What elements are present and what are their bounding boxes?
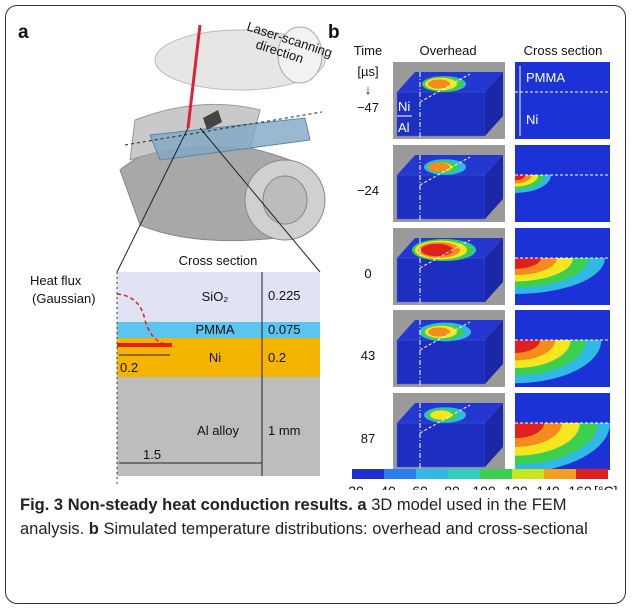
- block-side: [485, 72, 503, 136]
- overhead-map: [393, 310, 505, 387]
- hot-spot: [428, 79, 450, 89]
- hot-spot: [421, 243, 453, 257]
- column-header: Overhead: [419, 43, 476, 58]
- colorbar-tick: 140: [536, 483, 560, 490]
- thickness: 0.2: [268, 350, 286, 365]
- heat-flux-label: Heat flux: [30, 273, 82, 288]
- dash: [419, 404, 471, 434]
- frame: [5, 5, 626, 604]
- time-header: Time: [354, 43, 382, 58]
- thickness: 0.075: [268, 322, 301, 337]
- cross-section-map: [515, 145, 610, 222]
- cross-section-map: [515, 310, 610, 387]
- heat-flux-label: (Gaussian): [32, 291, 96, 306]
- layer-name: SiO₂: [202, 289, 229, 304]
- background: [515, 62, 610, 139]
- block-side: [485, 238, 503, 302]
- block-side: [485, 403, 503, 467]
- overhead-map: [393, 62, 505, 139]
- block-front: [396, 174, 486, 220]
- colorbar-tick: 60: [412, 483, 428, 490]
- block-front: [396, 91, 486, 137]
- isotherm: [515, 258, 541, 269]
- figure-label: Fig. 3: [20, 496, 64, 514]
- time-header: ↓: [365, 82, 372, 97]
- cross-section-map: [515, 228, 610, 305]
- colorbar-tick: 80: [444, 483, 460, 490]
- layer-name: Ni: [209, 350, 221, 365]
- isotherm: [515, 423, 545, 439]
- block-front: [396, 257, 486, 303]
- block-front: [396, 422, 486, 468]
- overhead-map: [393, 393, 505, 470]
- colorbar-tick: 120: [504, 483, 528, 490]
- figure: a Laser-scanning direction Cross section…: [18, 19, 618, 490]
- overhead-map: [393, 145, 505, 222]
- time-label: 0: [364, 266, 371, 281]
- hot-spot: [428, 327, 450, 337]
- overhead-label: Al: [398, 120, 410, 135]
- colorbar-unit: [°C]: [594, 483, 618, 490]
- thickness: 0.225: [268, 288, 301, 303]
- overhead-label: Ni: [398, 99, 410, 114]
- colorbar-tick: 160: [568, 483, 592, 490]
- layer-name: Al alloy: [197, 423, 239, 438]
- model-rendering: [115, 20, 327, 273]
- column-header: Cross section: [524, 43, 603, 58]
- dash: [419, 321, 471, 351]
- isotherm: [515, 175, 526, 181]
- dash: [419, 156, 471, 186]
- time-label: −47: [357, 100, 379, 115]
- colorbar: [352, 469, 608, 479]
- colorbar-tick: 100: [472, 483, 496, 490]
- dash: [419, 73, 471, 103]
- pmma-layer: [117, 322, 320, 338]
- colorbar-tick: 20: [348, 483, 364, 490]
- panel-label: b: [328, 22, 340, 43]
- flux-width: 0.2: [120, 360, 138, 375]
- part-label: a: [357, 496, 367, 514]
- time-label: −24: [357, 183, 379, 198]
- sio2-layer: [117, 272, 320, 322]
- part-text: Simulated temperature distributions: ove…: [103, 519, 588, 538]
- al-layer: [117, 377, 320, 476]
- cross-section-label: Ni: [526, 112, 538, 127]
- overhead-map: [393, 228, 505, 305]
- part-label: b: [88, 519, 99, 538]
- dash: [419, 239, 471, 269]
- time-header: [µs]: [357, 64, 378, 79]
- cross-section-title: Cross section: [179, 253, 258, 268]
- thickness: 1 mm: [268, 423, 301, 438]
- model-width: 1.5: [143, 447, 161, 462]
- cross-section-label: PMMA: [526, 70, 565, 85]
- block-side: [485, 320, 503, 384]
- caption-title: Non-steady heat conduction results.: [67, 496, 353, 514]
- cross-section-map: [515, 393, 611, 474]
- caption: Fig. 3 Non-steady heat conduction result…: [20, 494, 620, 541]
- hot-spot: [428, 162, 450, 172]
- block-front: [396, 339, 486, 385]
- colorbar-tick: 40: [380, 483, 396, 490]
- time-label: 43: [361, 348, 375, 363]
- block-side: [485, 155, 503, 219]
- time-label: 87: [361, 431, 375, 446]
- cross-section-map: [515, 62, 610, 139]
- panel-label: a: [18, 22, 29, 43]
- isotherm: [515, 340, 540, 353]
- layer-name: PMMA: [196, 322, 235, 337]
- part-text: 3D model used in the FEM analysis.: [20, 496, 567, 538]
- hot-spot: [430, 410, 452, 420]
